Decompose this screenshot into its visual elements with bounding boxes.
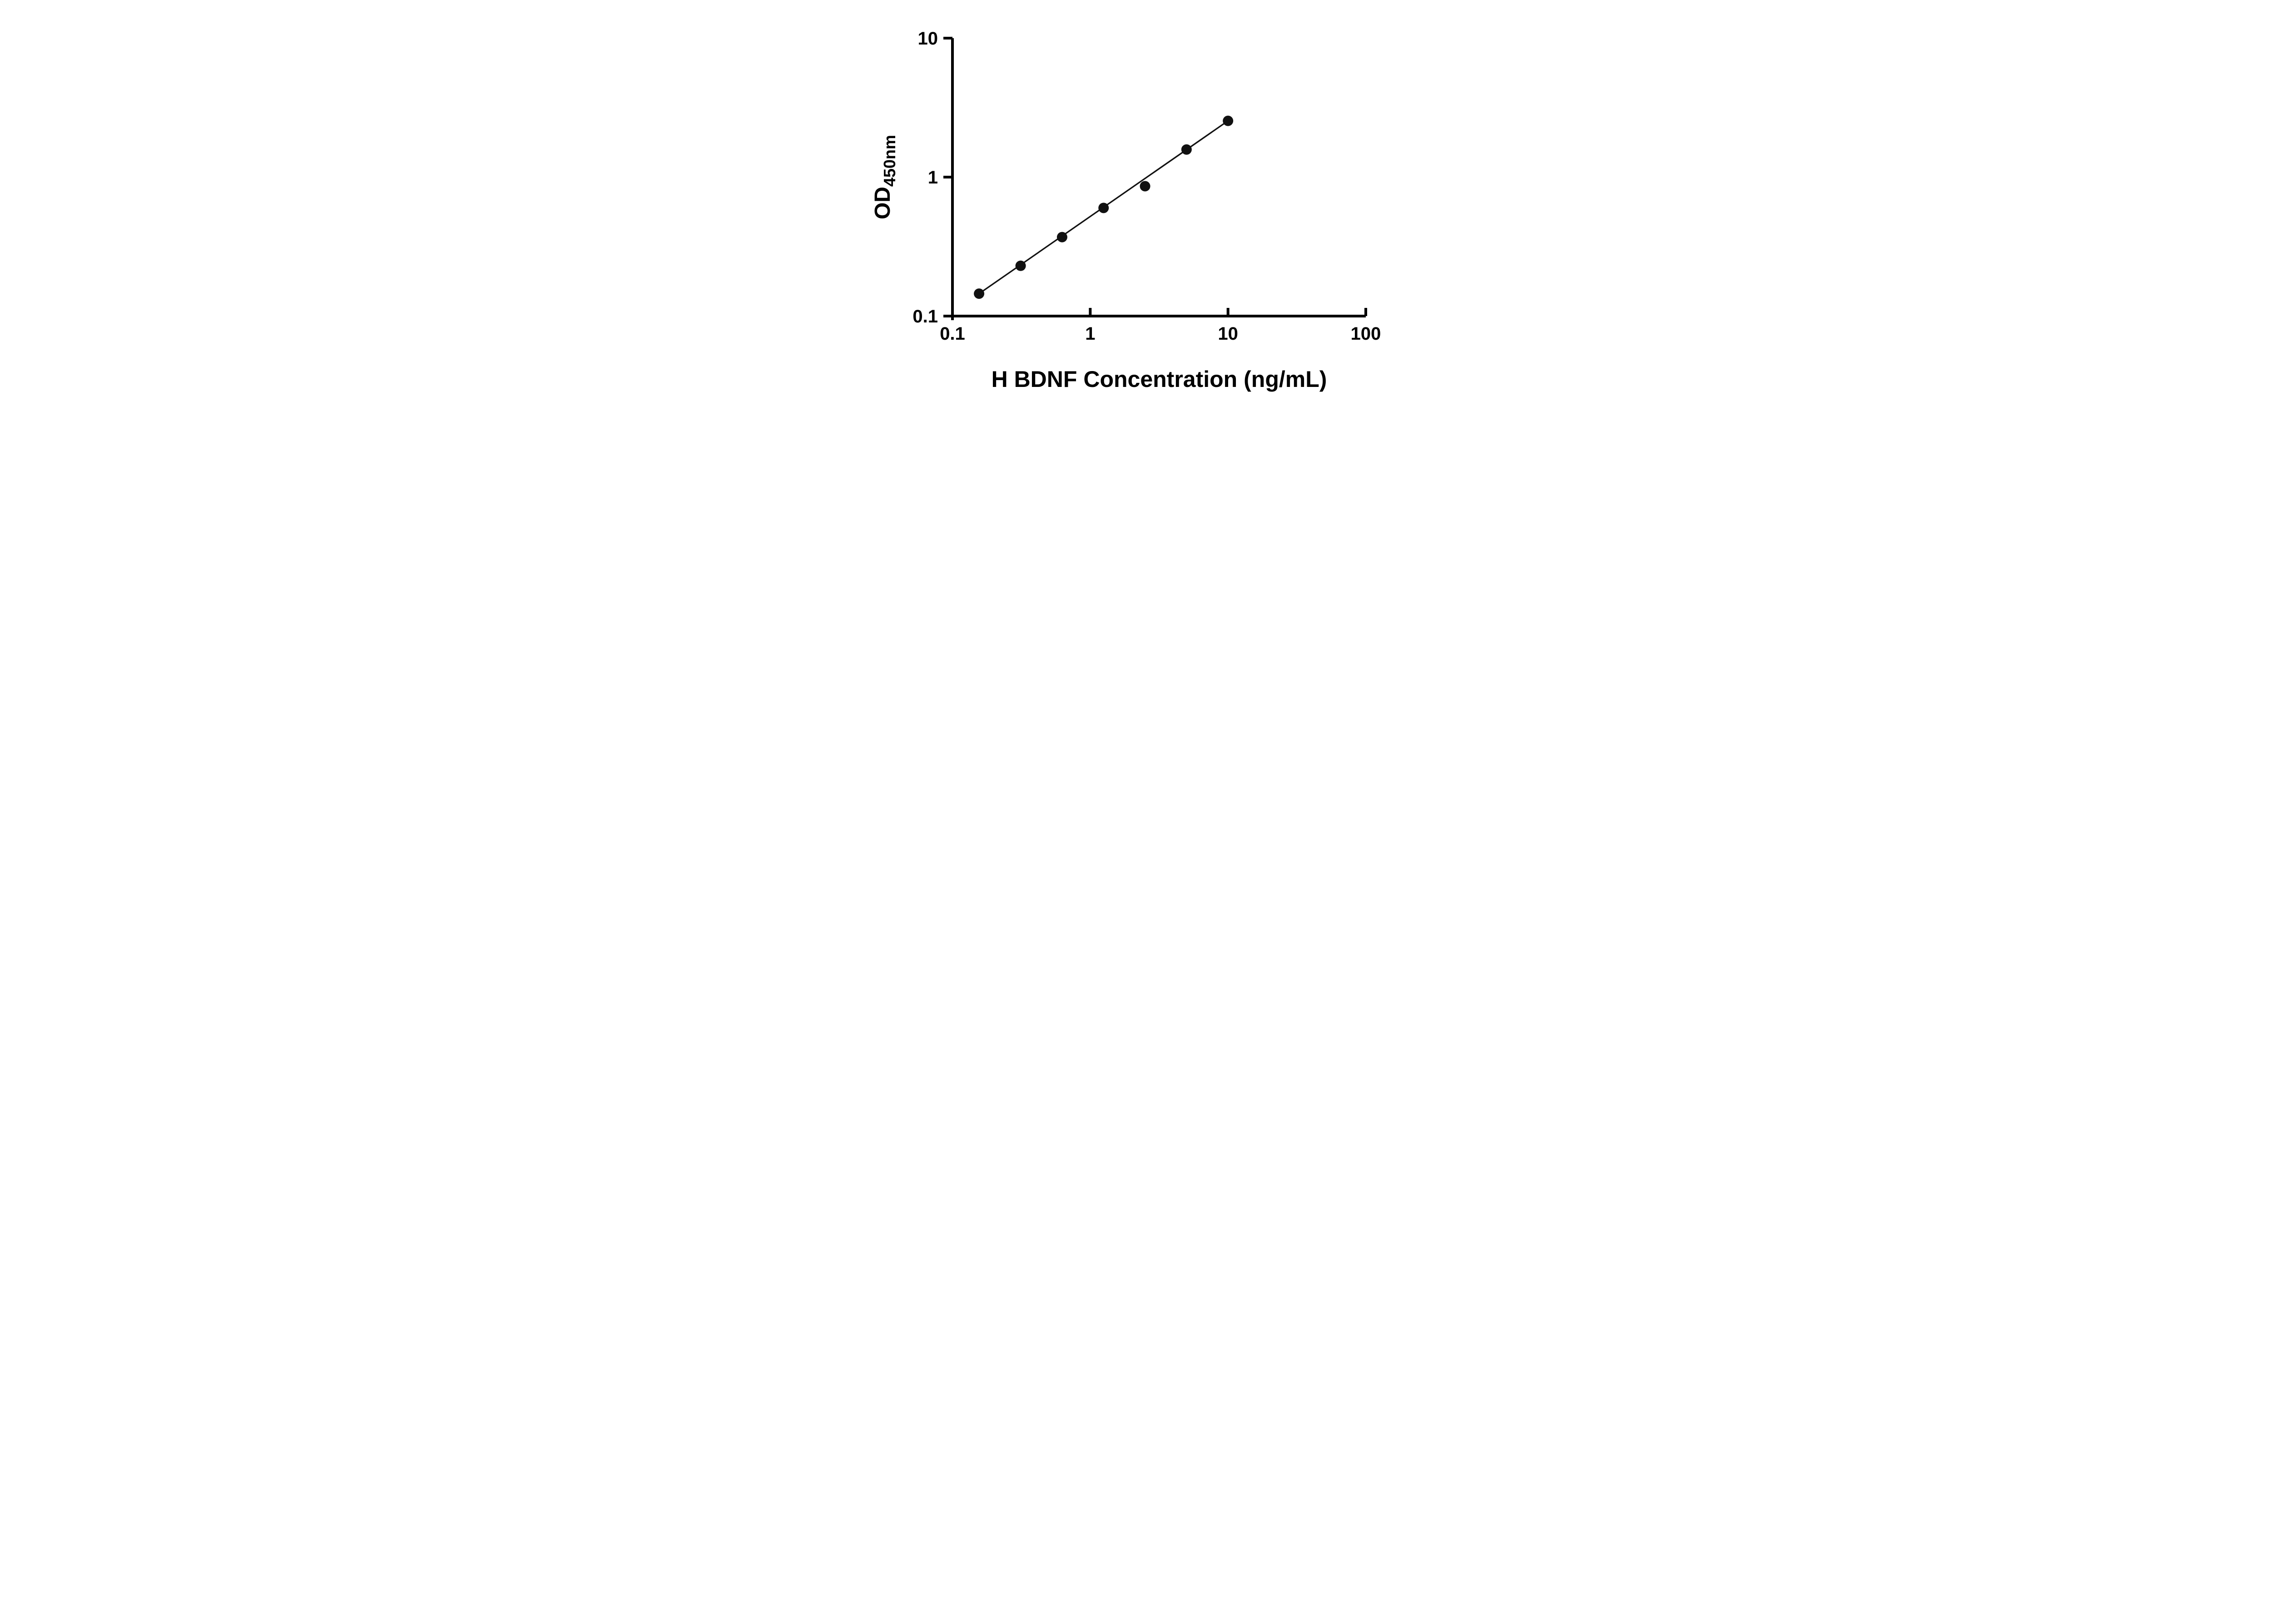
y-tick-label: 0.1 — [912, 307, 938, 327]
data-point — [1056, 232, 1067, 243]
data-point — [1015, 260, 1026, 271]
data-point — [1140, 181, 1150, 192]
x-axis-title: H BDNF Concentration (ng/mL) — [992, 366, 1327, 392]
x-tick-label: 1 — [1085, 324, 1095, 344]
x-tick-label: 10 — [1218, 324, 1238, 344]
data-point — [1098, 203, 1109, 213]
data-point — [974, 288, 985, 299]
data-point — [1223, 115, 1234, 126]
figure-page: H BDNF Concentration (ng/mL) OD450nm 0.1… — [850, 0, 1421, 406]
y-axis-title: OD450nm — [871, 135, 899, 219]
x-tick-label: 100 — [1351, 324, 1381, 344]
y-tick-label: 10 — [918, 29, 938, 49]
y-axis-title-sub: 450nm — [880, 135, 899, 187]
y-axis-title-main: OD — [871, 187, 895, 219]
x-tick-label: 0.1 — [940, 324, 965, 344]
standard-curve-chart: H BDNF Concentration (ng/mL) OD450nm 0.1… — [871, 29, 1381, 392]
y-tick-label: 1 — [928, 168, 938, 188]
data-point — [1181, 144, 1192, 155]
